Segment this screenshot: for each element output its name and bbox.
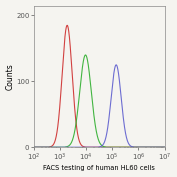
Y-axis label: Counts: Counts [5,63,15,90]
X-axis label: FACS testing of human HL60 cells: FACS testing of human HL60 cells [43,165,155,172]
